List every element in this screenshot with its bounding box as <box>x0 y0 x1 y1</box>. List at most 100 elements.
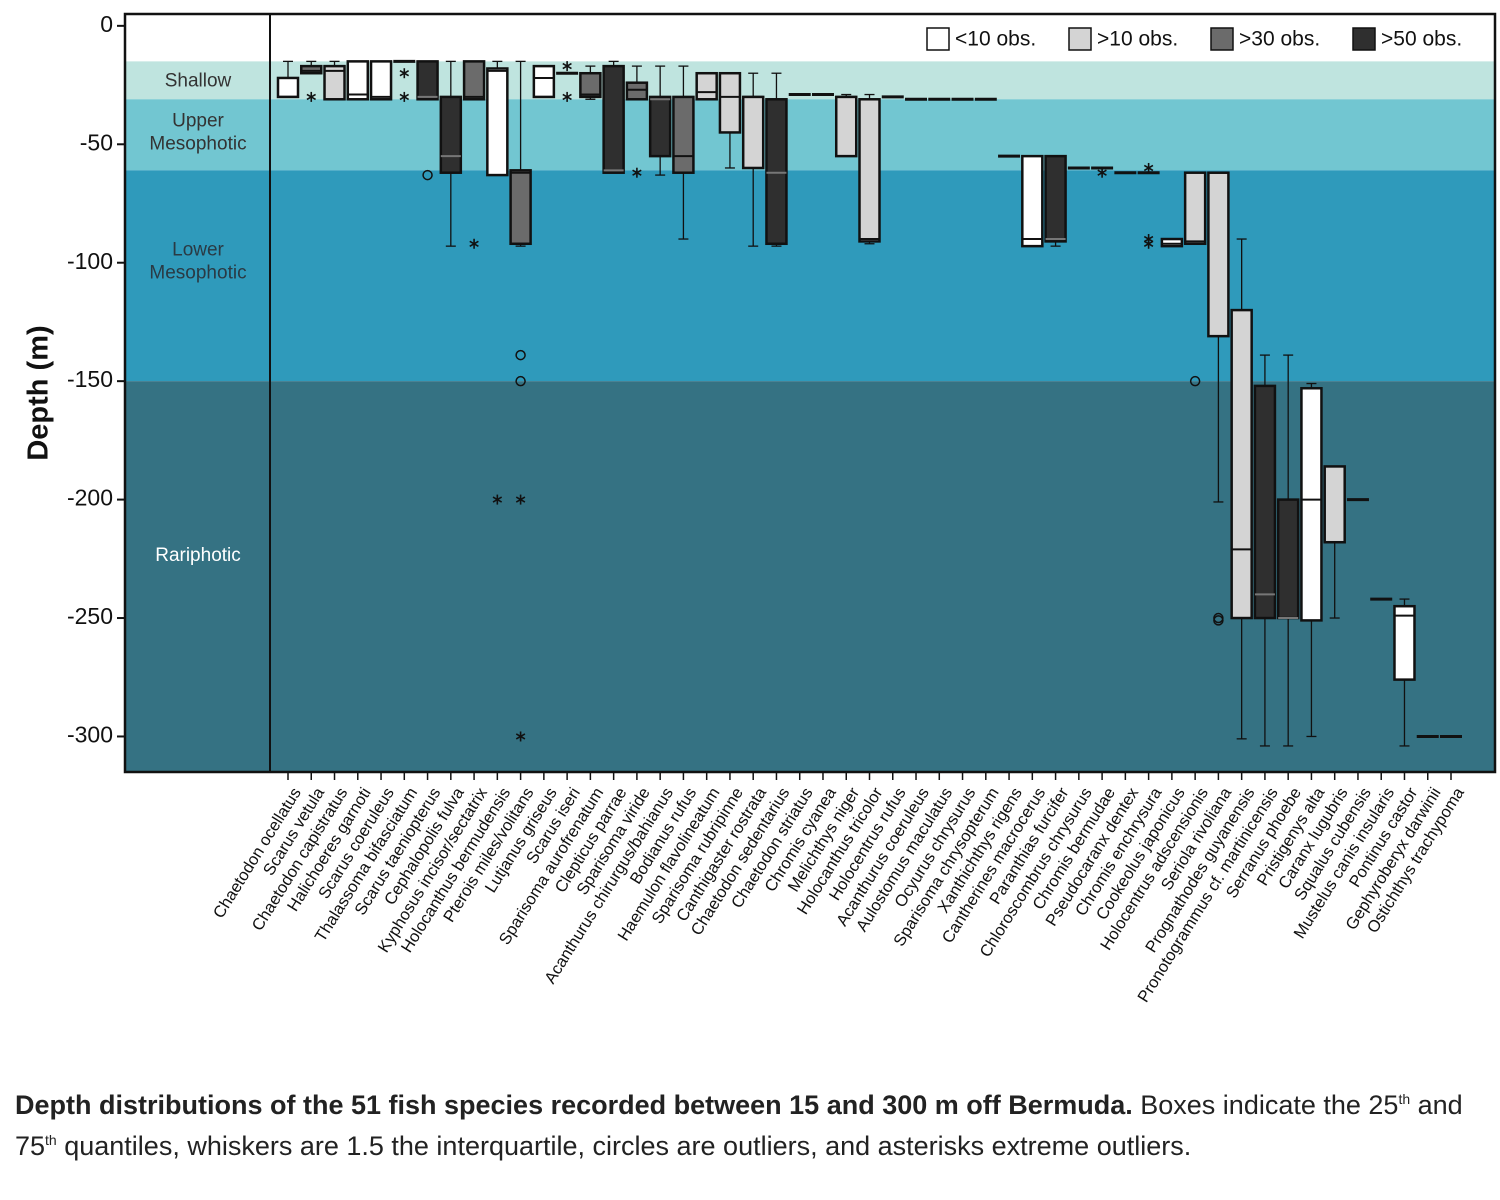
box <box>602 64 625 174</box>
depth-zone <box>125 99 1495 171</box>
box <box>300 64 323 75</box>
chart: ShallowUpperMesophoticLowerMesophoticRar… <box>23 11 1497 1006</box>
box <box>323 64 346 101</box>
extreme-outlier <box>515 494 526 505</box>
box <box>1230 308 1253 620</box>
legend-swatch <box>926 27 950 51</box>
depth-zones: ShallowUpperMesophoticLowerMesophoticRar… <box>125 61 1495 772</box>
zone-label: Rariphotic <box>155 545 241 566</box>
outlier <box>515 375 526 387</box>
box <box>1021 154 1044 248</box>
caption-superscript: th <box>45 1132 57 1148</box>
box <box>276 76 300 99</box>
extreme-outlier <box>1097 167 1107 178</box>
extreme-outlier <box>562 91 572 102</box>
extreme-outlier <box>632 167 642 178</box>
depth-zone <box>125 170 1495 382</box>
extreme-outlier <box>515 731 526 742</box>
box <box>1160 237 1184 248</box>
y-tick-label: -300 <box>67 722 113 748</box>
asterisk-stroke <box>469 240 479 247</box>
extreme-outlier <box>399 91 410 102</box>
asterisk-stroke <box>562 93 572 101</box>
box <box>509 169 532 246</box>
box <box>1276 498 1300 620</box>
outlier <box>422 169 433 181</box>
y-tick-label: -200 <box>67 485 113 511</box>
zone-label: Lower <box>172 239 224 260</box>
legend-label: >10 obs. <box>1097 28 1178 51</box>
extreme-outlier <box>492 494 503 505</box>
y-tick-label: -50 <box>80 129 113 155</box>
y-tick-label: -150 <box>67 366 113 392</box>
box <box>346 60 370 101</box>
extreme-outlier <box>1143 238 1154 249</box>
asterisk-stroke <box>1143 240 1154 247</box>
caption-superscript: th <box>1398 1091 1411 1107</box>
legend-label: <10 obs. <box>955 28 1036 51</box>
plot-frame <box>123 12 1497 774</box>
asterisk-stroke <box>399 70 410 77</box>
box <box>1183 171 1207 246</box>
legend-label: >30 obs. <box>1239 28 1320 51</box>
caption: Depth distributions of the 51 fish speci… <box>15 1082 1490 1164</box>
asterisk-stroke <box>399 93 410 101</box>
y-tick-label: -100 <box>67 248 113 274</box>
asterisk-stroke <box>1143 164 1154 172</box>
y-tick-label: 0 <box>100 11 113 37</box>
box <box>532 64 556 99</box>
outlier <box>1189 375 1201 387</box>
box <box>462 60 486 101</box>
outlier <box>1213 615 1224 626</box>
box <box>486 67 509 177</box>
extreme-outlier <box>562 61 572 72</box>
box <box>718 71 742 134</box>
outlier <box>515 349 526 361</box>
box <box>765 98 788 246</box>
asterisk-stroke <box>1097 169 1107 176</box>
box <box>1044 154 1067 243</box>
extreme-outlier <box>399 68 410 79</box>
legend-swatch <box>1210 27 1234 51</box>
caption-text: quantiles, whiskers are 1.5 the interqua… <box>56 1131 1192 1161</box>
asterisk-stroke <box>515 496 526 503</box>
box <box>1207 171 1230 338</box>
caption-text: Boxes indicate the 25 <box>1132 1090 1399 1120</box>
box <box>625 81 649 101</box>
box <box>1393 604 1416 681</box>
box <box>672 95 695 174</box>
box <box>1253 384 1277 620</box>
zone-label: Shallow <box>165 70 232 91</box>
legend-swatch <box>1352 27 1376 51</box>
legend-label: >50 obs. <box>1381 28 1462 51</box>
extreme-outlier <box>306 91 316 102</box>
box <box>416 60 439 101</box>
box <box>579 71 602 99</box>
caption-text: and 75 <box>15 1090 1463 1161</box>
zone-label: Upper <box>172 110 224 131</box>
asterisk-stroke <box>515 733 526 740</box>
box <box>1300 387 1323 622</box>
extreme-outlier <box>1143 162 1154 173</box>
box <box>1323 465 1346 544</box>
caption-bold: Depth distributions of the 51 fish speci… <box>15 1090 1133 1120</box>
y-tick-label: -250 <box>67 603 113 629</box>
box <box>695 71 718 101</box>
asterisk-stroke <box>306 93 316 101</box>
plot-marks <box>276 59 1462 747</box>
legend-swatch <box>1068 27 1092 51</box>
box <box>834 95 858 158</box>
zone-label: Mesophotic <box>149 262 246 283</box>
box <box>439 95 463 174</box>
asterisk-stroke <box>492 496 503 503</box>
extreme-outlier <box>469 238 479 249</box>
zone-label: Mesophotic <box>149 133 246 154</box>
asterisk-stroke <box>632 169 642 176</box>
box <box>648 95 672 158</box>
asterisk-stroke <box>562 62 572 70</box>
box <box>858 98 881 243</box>
y-axis-label: Depth (m) <box>23 325 55 460</box>
box <box>741 95 765 170</box>
box <box>369 60 393 101</box>
